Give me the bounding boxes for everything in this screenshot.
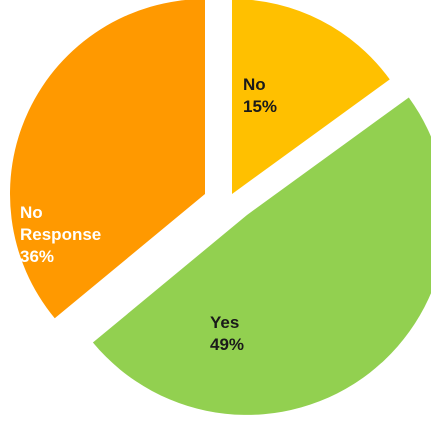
pie-slices [10,0,431,415]
pie-slice-no-response [10,0,205,319]
pie-label-no-response: No Response 36% [20,203,101,266]
pie-label-no: No 15% [243,75,277,116]
pie-slice-no [232,0,390,194]
pie-label-yes: Yes 49% [210,313,244,354]
pie-labels: No 15% Yes 49% No Response 36% [20,75,277,354]
pie-slice-yes [92,97,431,415]
